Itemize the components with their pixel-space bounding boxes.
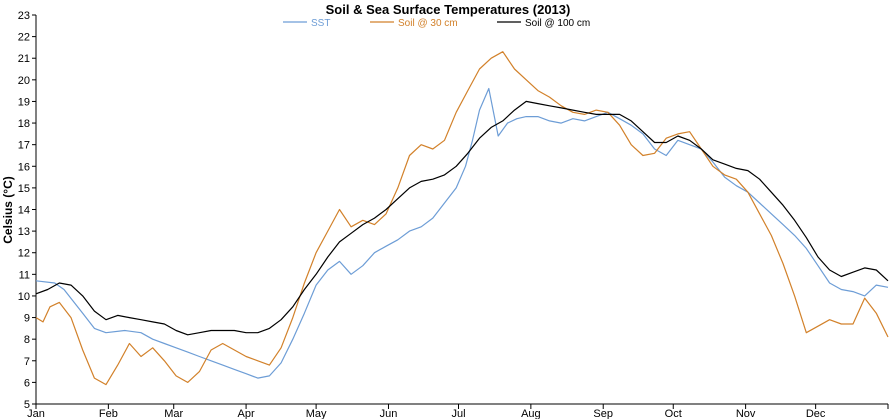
y-tick-label: 14 bbox=[18, 205, 30, 217]
y-tick-label: 5 bbox=[24, 399, 30, 411]
y-tick-label: 20 bbox=[18, 75, 30, 87]
legend-label: Soil @ 100 cm bbox=[525, 18, 590, 29]
y-tick-label: 19 bbox=[18, 96, 30, 108]
y-tick-label: 12 bbox=[18, 248, 30, 260]
y-tick-label: 22 bbox=[18, 32, 30, 44]
y-tick-label: 23 bbox=[18, 10, 30, 22]
legend-label: Soil @ 30 cm bbox=[398, 18, 458, 29]
x-axis: Jan Feb Mar Apr May Jun Jul Aug Sep Oct Nov Dec bbox=[27, 403, 889, 419]
x-tick-label: Jul bbox=[451, 408, 465, 419]
x-tick-label: Mar bbox=[164, 408, 183, 419]
series-line-soil-100-cm bbox=[35, 100, 889, 336]
y-tick-label: 21 bbox=[18, 53, 30, 65]
series-lines bbox=[35, 51, 889, 386]
x-tick-label: Jan bbox=[27, 408, 45, 419]
series-line-sst bbox=[35, 87, 889, 379]
x-tick-label: Dec bbox=[806, 408, 826, 419]
y-tick-label: 13 bbox=[18, 226, 30, 238]
y-axis-label: Celsius (°C) bbox=[1, 176, 15, 243]
y-tick-label: 9 bbox=[24, 313, 30, 325]
legend-label: SST bbox=[311, 18, 330, 29]
y-tick-label: 18 bbox=[18, 118, 30, 130]
x-tick-label: Nov bbox=[736, 408, 756, 419]
y-tick-label: 17 bbox=[18, 140, 30, 152]
chart-legend: SST Soil @ 30 cm Soil @ 100 cm bbox=[283, 18, 590, 29]
x-tick-label: Aug bbox=[521, 408, 541, 419]
y-tick-label: 16 bbox=[18, 161, 30, 173]
x-tick-label: Apr bbox=[238, 408, 255, 419]
y-tick-label: 11 bbox=[19, 269, 30, 281]
x-tick-label: Jun bbox=[380, 408, 398, 419]
y-tick-label: 8 bbox=[24, 334, 30, 346]
y-tick-label: 7 bbox=[24, 356, 30, 368]
y-tick-label: 10 bbox=[18, 291, 30, 303]
x-tick-label: Sep bbox=[593, 408, 613, 419]
x-tick-label: Feb bbox=[99, 408, 118, 419]
y-tick-label: 6 bbox=[24, 377, 30, 389]
chart-title: Soil & Sea Surface Temperatures (2013) bbox=[326, 2, 571, 17]
y-tick-label: 15 bbox=[18, 183, 30, 195]
x-tick-label: Oct bbox=[665, 408, 682, 419]
x-tick-label: May bbox=[306, 408, 327, 419]
series-line-soil-30-cm bbox=[35, 51, 889, 386]
y-axis: 5 6 7 8 9 10 11 12 13 14 15 16 17 18 19 20 21 22 23 bbox=[18, 10, 37, 411]
